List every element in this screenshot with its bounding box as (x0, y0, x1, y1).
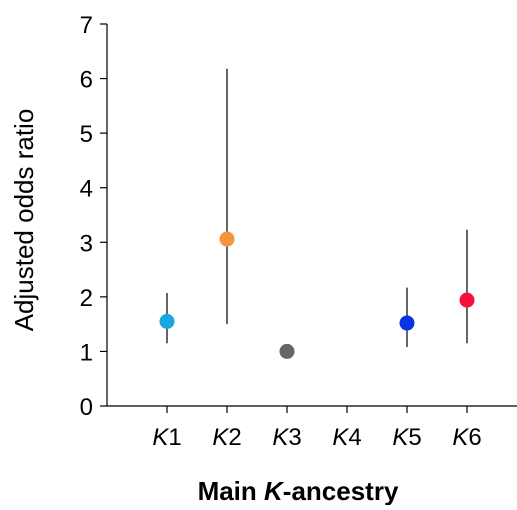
point-k6 (459, 292, 475, 308)
point-k5 (399, 315, 415, 331)
y-tick-label: 7 (80, 12, 93, 39)
data-marks (159, 68, 475, 359)
y-tick-label: 3 (80, 230, 93, 257)
axes (106, 24, 517, 407)
y-tick-label: 6 (80, 67, 93, 94)
x-tick-label: K3 (272, 424, 301, 451)
y-ticks: 0 1 2 3 4 5 6 7 (80, 12, 107, 421)
x-tick-label: K2 (212, 424, 241, 451)
x-tick-label: K1 (152, 424, 181, 451)
x-tick-label: K4 (332, 424, 361, 451)
y-tick-label: 0 (80, 394, 93, 421)
point-k1 (159, 313, 175, 329)
point-k3 (279, 343, 295, 359)
y-axis-title-group: Adjusted odds ratio (9, 109, 39, 332)
point-k2 (219, 231, 235, 247)
y-tick-label: 1 (80, 339, 93, 366)
x-ticks: K1 K2 K3 K4 K5 K6 (152, 406, 482, 451)
y-tick-label: 5 (80, 121, 93, 148)
y-tick-label: 4 (80, 176, 93, 203)
x-axis-title: Main K-ancestry (198, 476, 399, 505)
y-axis-title: Adjusted odds ratio (9, 109, 39, 332)
x-tick-label: K6 (452, 424, 481, 451)
x-tick-label: K5 (392, 424, 421, 451)
y-tick-label: 2 (80, 285, 93, 312)
